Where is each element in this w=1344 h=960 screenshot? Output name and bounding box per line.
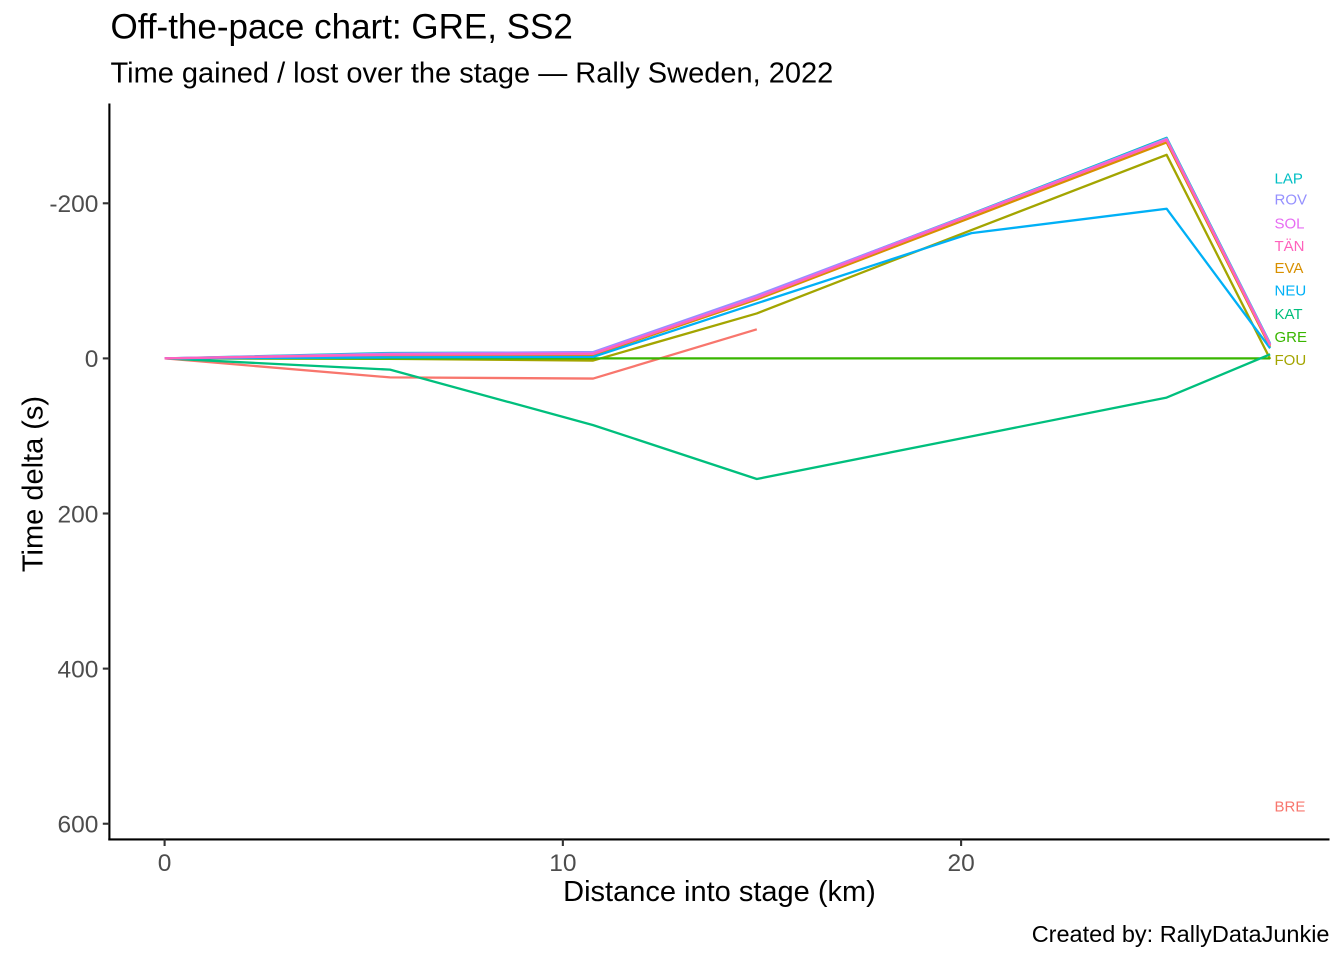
- y-tick-label-600: 600: [58, 812, 99, 839]
- series-label-LAP: LAP: [1275, 170, 1303, 187]
- x-tick-label-10: 10: [549, 850, 576, 877]
- series-line-KAT: [164, 353, 1271, 481]
- series-label-SOL: SOL: [1275, 215, 1305, 232]
- x-tick-label-0: 0: [158, 850, 172, 877]
- series-label-BRE: BRE: [1275, 799, 1306, 816]
- series-line-BRE: [164, 328, 758, 380]
- series-line-TÄN: [164, 138, 1272, 360]
- series-label-ROV: ROV: [1275, 192, 1308, 209]
- chart-caption: Created by: RallyDataJunkie: [1032, 921, 1330, 947]
- chart-subtitle: Time gained / lost over the stage — Rall…: [111, 58, 834, 90]
- y-tick-label--200: -200: [49, 191, 98, 218]
- series-label-NEU: NEU: [1275, 282, 1307, 299]
- series-label-GRE: GRE: [1275, 329, 1308, 346]
- y-tick-label-200: 200: [58, 501, 99, 528]
- plot-panel: -200 0 200 400 600 0 10 20 BRE EVA FOU GRE KAT LAP NEU…: [49, 103, 1330, 877]
- series-label-TÄN: TÄN: [1275, 238, 1305, 255]
- y-tick-label-0: 0: [85, 346, 99, 373]
- series-line-NEU: [164, 207, 1272, 360]
- chart-title: Off-the-pace chart: GRE, SS2: [111, 8, 573, 47]
- y-tick-label-400: 400: [58, 656, 99, 683]
- x-tick-label-20: 20: [947, 850, 974, 877]
- y-axis-title: Time delta (s): [18, 396, 50, 572]
- series-label-FOU: FOU: [1275, 352, 1307, 369]
- series-label-KAT: KAT: [1275, 306, 1303, 323]
- x-axis-title: Distance into stage (km): [563, 876, 876, 908]
- series-label-EVA: EVA: [1275, 260, 1304, 277]
